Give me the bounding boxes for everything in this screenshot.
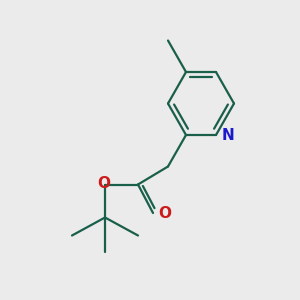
Text: O: O bbox=[158, 206, 171, 220]
Text: O: O bbox=[97, 176, 110, 191]
Text: N: N bbox=[221, 128, 234, 142]
